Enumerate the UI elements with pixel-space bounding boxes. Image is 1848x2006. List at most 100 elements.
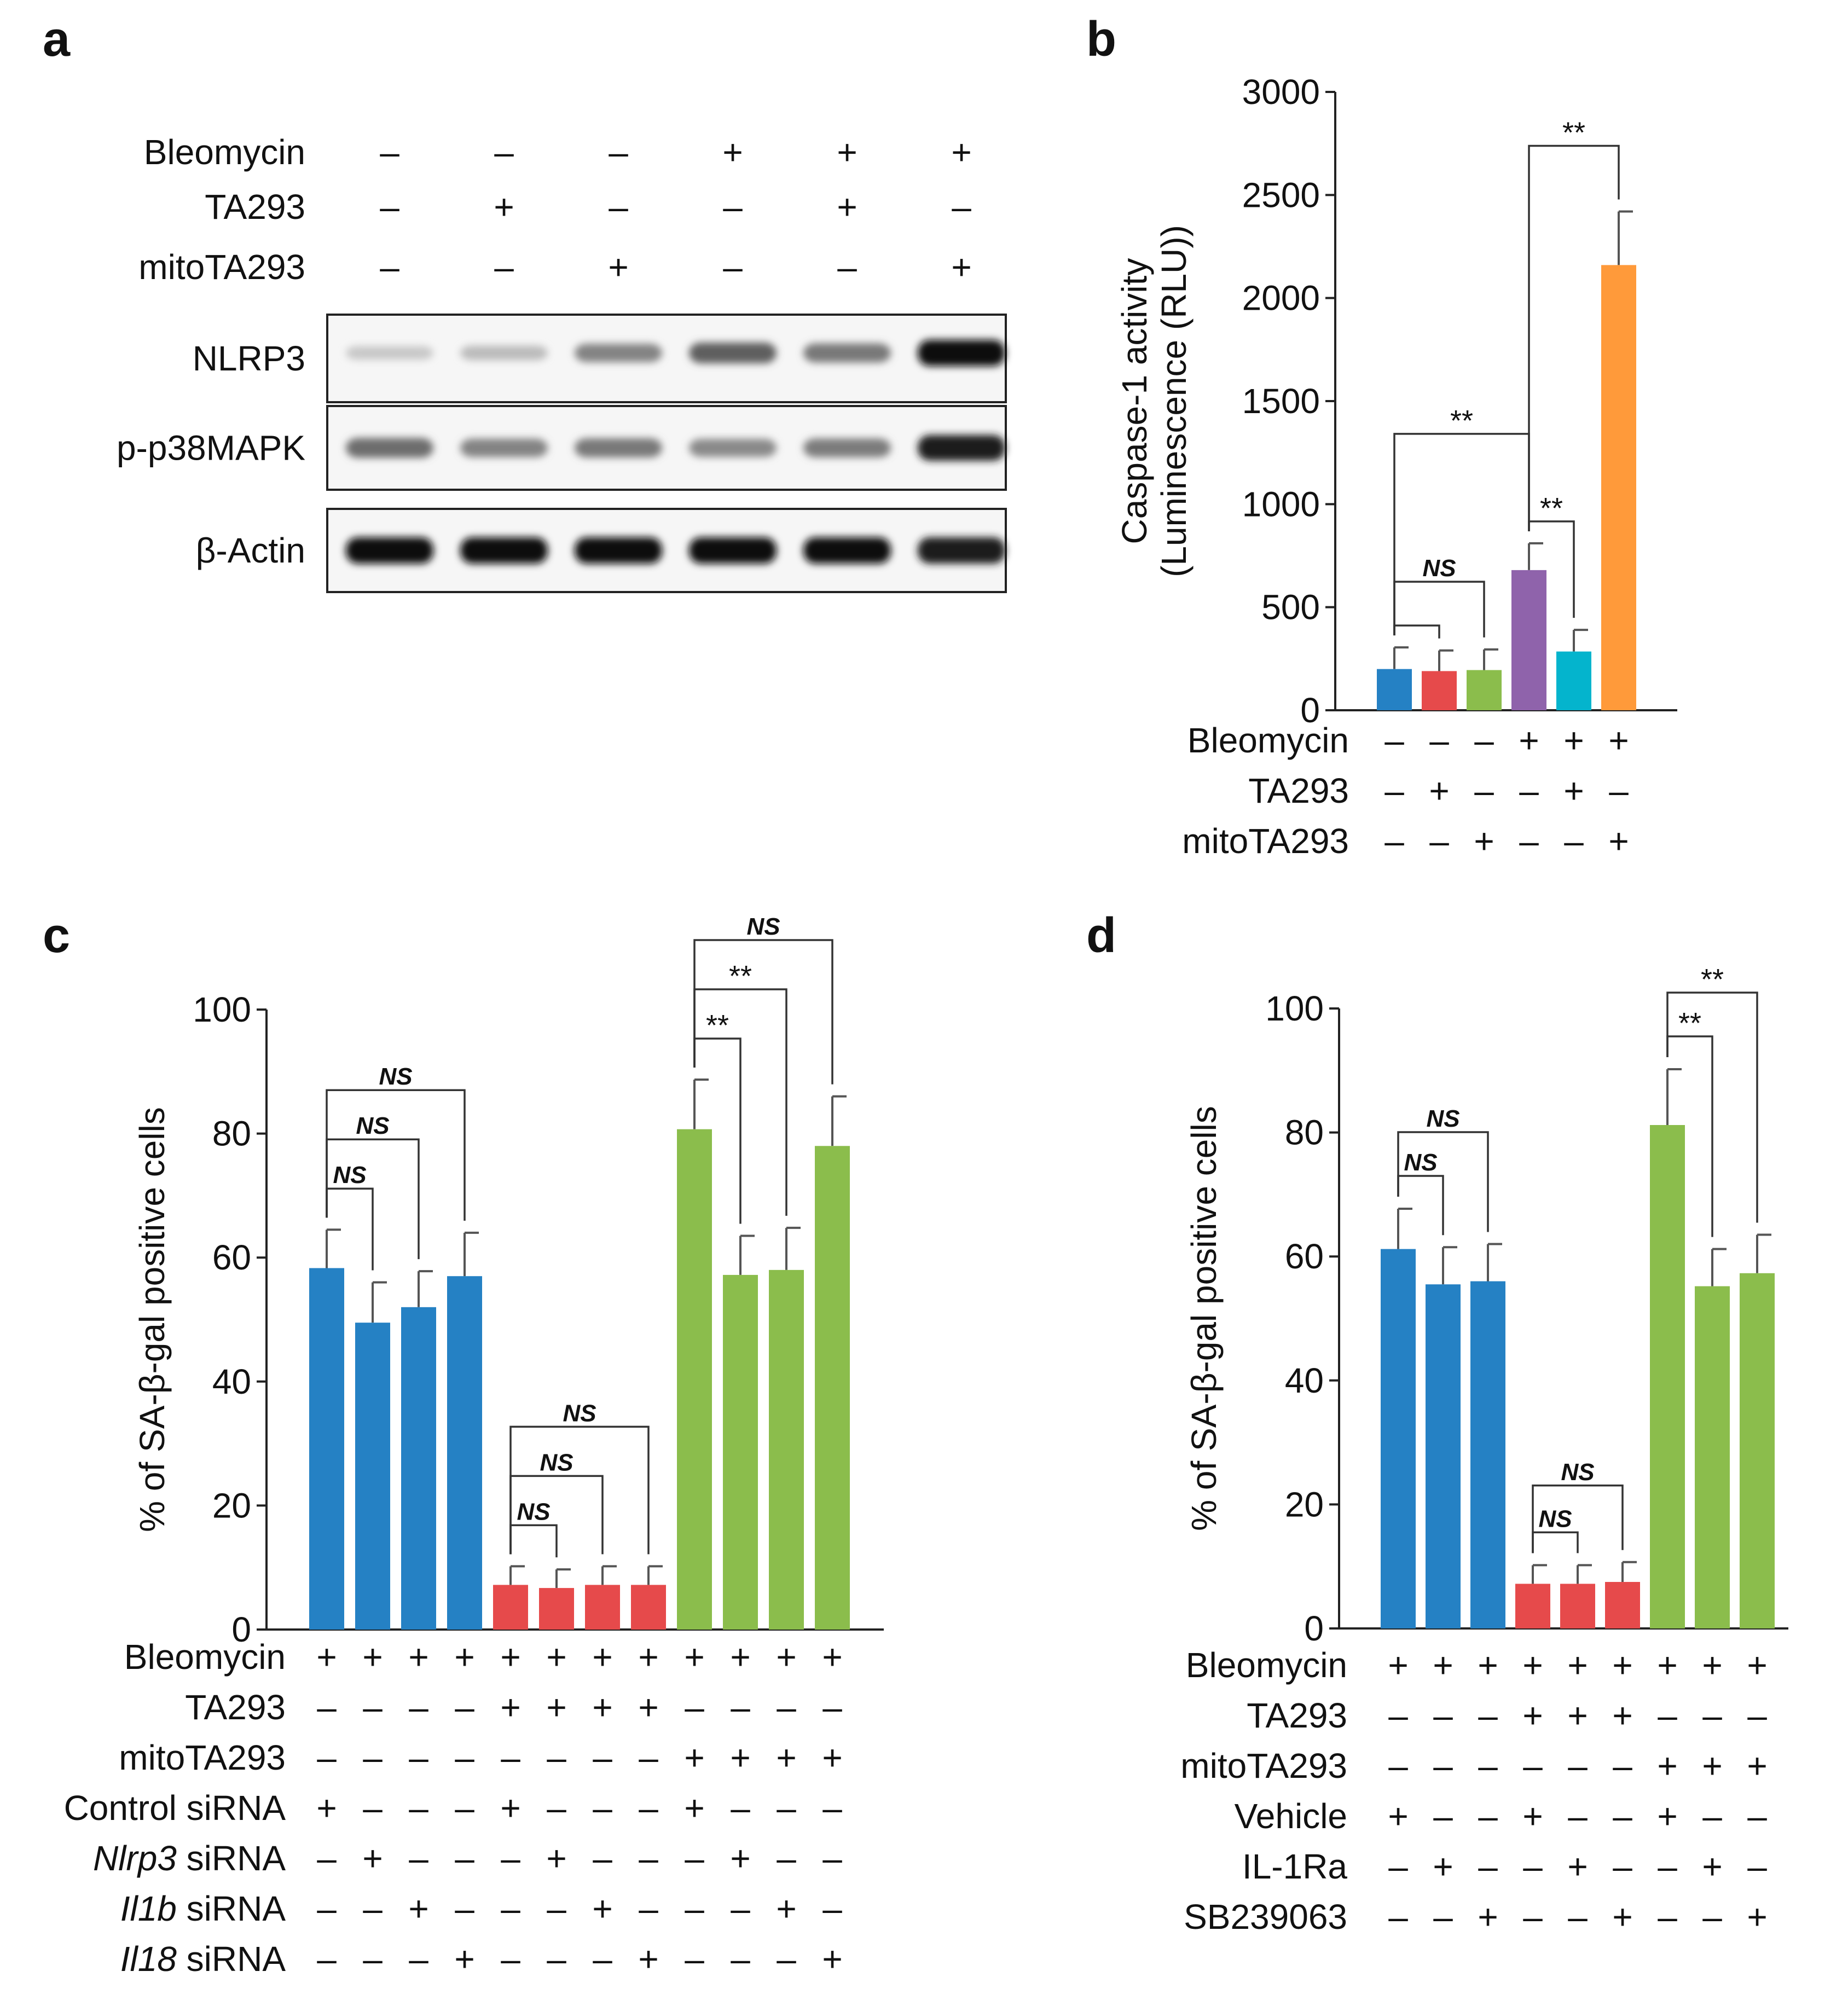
gene-name: Il18 — [120, 1939, 177, 1979]
blot-band — [803, 537, 891, 564]
significance-bracket — [1666, 992, 1758, 1223]
condition-sign: – — [1564, 821, 1584, 861]
condition-text: mitoTA293 — [119, 1738, 286, 1777]
condition-sign: – — [1613, 1847, 1632, 1886]
condition-label: mitoTA293 — [1182, 821, 1349, 861]
bar — [401, 1307, 436, 1630]
condition-label: Bleomycin — [1186, 1645, 1347, 1685]
condition-label: TA293 — [185, 1688, 286, 1727]
significance-bracket — [1397, 1175, 1444, 1236]
condition-sign: + — [1747, 1746, 1767, 1785]
condition-sign: – — [1702, 1796, 1722, 1836]
condition-sign: – — [1388, 1696, 1408, 1735]
blot-box — [326, 405, 1007, 491]
blot-band — [460, 345, 548, 361]
panel-letter-a: a — [43, 12, 71, 67]
significance-bracket — [693, 939, 833, 1085]
condition-sign: – — [1478, 1696, 1498, 1735]
condition-sign: – — [501, 1939, 520, 1979]
significance-label: ** — [1450, 404, 1473, 437]
bar — [1377, 669, 1412, 710]
condition-sign: – — [409, 1939, 428, 1979]
gene-name: Il1b — [120, 1889, 177, 1928]
significance-label: NS — [746, 913, 780, 940]
condition-sign: – — [731, 1788, 750, 1828]
y-tick-label: 60 — [1285, 1237, 1324, 1276]
bar — [1515, 1584, 1550, 1628]
condition-sign: – — [1384, 821, 1404, 861]
condition-sign: – — [777, 1839, 796, 1878]
y-tick-label: 0 — [1300, 691, 1320, 730]
condition-sign: – — [317, 1688, 337, 1727]
condition-sign: + — [1519, 721, 1539, 760]
condition-sign: – — [363, 1889, 383, 1928]
blot-condition-sign: – — [723, 247, 743, 287]
condition-sign: – — [1478, 1746, 1498, 1785]
condition-sign: – — [1568, 1796, 1588, 1836]
condition-text: mitoTA293 — [1182, 821, 1349, 861]
condition-sign: – — [1613, 1796, 1632, 1836]
condition-sign: – — [455, 1889, 474, 1928]
condition-sign: – — [1658, 1696, 1677, 1735]
significance-bracket — [509, 1425, 650, 1555]
condition-sign: + — [500, 1637, 520, 1677]
condition-sign: + — [1563, 771, 1584, 810]
condition-sign: – — [822, 1788, 842, 1828]
y-tick-label: 80 — [212, 1114, 251, 1153]
condition-sign: – — [409, 1688, 428, 1727]
condition-sign: – — [639, 1889, 658, 1928]
condition-sign: – — [547, 1788, 566, 1828]
significance-bracket — [326, 1089, 466, 1221]
condition-sign: – — [1474, 721, 1494, 760]
condition-sign: – — [1433, 1897, 1453, 1937]
condition-text: siRNA — [177, 1839, 286, 1878]
condition-sign: + — [1608, 721, 1629, 760]
condition-sign: – — [1429, 721, 1449, 760]
condition-sign: – — [1747, 1696, 1767, 1735]
blot-condition-sign: + — [951, 247, 971, 287]
condition-sign: – — [639, 1839, 658, 1878]
panel-letter-b: b — [1086, 12, 1116, 67]
condition-sign: – — [1388, 1897, 1408, 1937]
condition-sign: – — [317, 1889, 337, 1928]
condition-label: Il18 siRNA — [120, 1939, 286, 1979]
blot-condition-sign: – — [380, 187, 399, 227]
condition-sign: + — [684, 1738, 704, 1777]
condition-text: mitoTA293 — [1180, 1746, 1347, 1785]
condition-sign: – — [1658, 1847, 1677, 1886]
condition-sign: + — [1702, 1746, 1722, 1785]
blot-band — [575, 438, 662, 457]
condition-sign: – — [501, 1889, 520, 1928]
condition-label: Vehicle — [1235, 1796, 1347, 1836]
blot-label: NLRP3 — [193, 339, 305, 378]
condition-sign: + — [1478, 1645, 1498, 1685]
condition-sign: + — [1478, 1897, 1498, 1937]
bar — [769, 1269, 804, 1630]
condition-sign: – — [1523, 1847, 1543, 1886]
condition-sign: – — [1523, 1746, 1543, 1785]
condition-sign: – — [1474, 771, 1494, 810]
condition-text: Bleomycin — [124, 1637, 286, 1677]
condition-sign: + — [776, 1889, 796, 1928]
condition-sign: + — [684, 1637, 704, 1677]
condition-sign: – — [1433, 1796, 1453, 1836]
bar — [723, 1274, 758, 1630]
condition-sign: – — [1388, 1847, 1408, 1886]
bar — [539, 1588, 574, 1630]
significance-bracket — [1393, 433, 1530, 636]
condition-sign: + — [1657, 1645, 1677, 1685]
condition-sign: + — [1608, 821, 1629, 861]
condition-sign: – — [317, 1939, 337, 1979]
condition-sign: + — [822, 1738, 842, 1777]
significance-label: ** — [1701, 963, 1724, 996]
condition-sign: – — [363, 1788, 383, 1828]
condition-sign: + — [592, 1637, 612, 1677]
condition-text: Vehicle — [1235, 1796, 1347, 1836]
bar — [1601, 265, 1636, 710]
condition-sign: – — [455, 1688, 474, 1727]
condition-sign: + — [776, 1637, 796, 1677]
y-tick-label: 80 — [1285, 1113, 1324, 1152]
condition-sign: + — [454, 1637, 474, 1677]
condition-sign: + — [1567, 1696, 1588, 1735]
y-tick-label: 100 — [193, 990, 251, 1029]
